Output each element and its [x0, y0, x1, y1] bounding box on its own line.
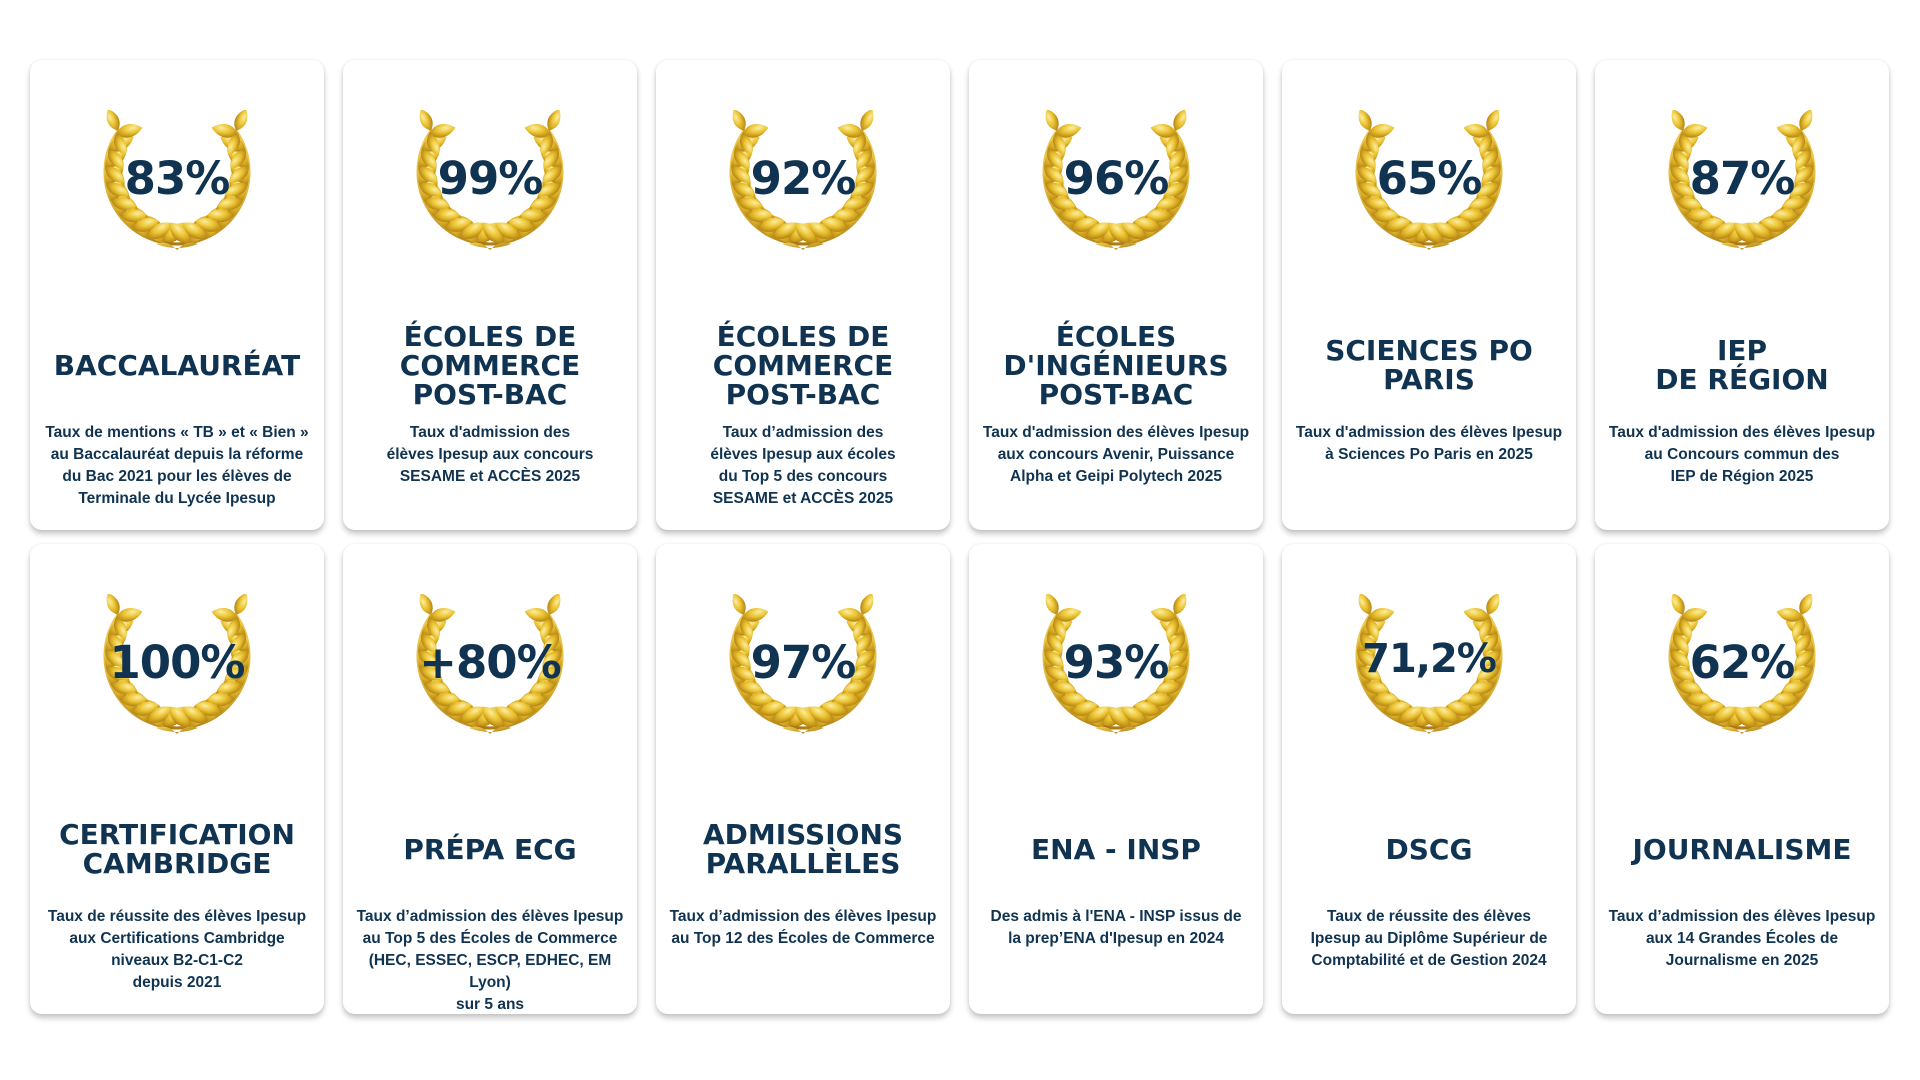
stat-title: BACCALAURÉAT	[53, 348, 301, 382]
stat-percentage: 83%	[124, 152, 231, 205]
laurel-badge: 65%	[1282, 110, 1576, 275]
stat-description: Taux d’admission des élèves Ipesup aux 1…	[1608, 908, 1876, 969]
stat-description: Taux d'admission des élèves Ipesup au Co…	[1608, 424, 1876, 485]
stat-percentage: 62%	[1689, 636, 1796, 689]
stat-card-6: 87% IEP DE RÉGION Taux d'admission des é…	[1595, 60, 1889, 530]
stat-description: Taux d'admission des élèves Ipesup aux c…	[386, 424, 594, 485]
stat-title: ENA - INSP	[1031, 832, 1201, 866]
stat-title: IEP DE RÉGION	[1655, 334, 1829, 396]
stat-description: Des admis à l'ENA - INSP issus de la pre…	[990, 908, 1242, 947]
stat-card-2: 99% ÉCOLES DE COMMERCE POST-BAC Taux d'a…	[343, 60, 637, 530]
stat-percentage: 99%	[437, 152, 544, 205]
stat-percentage: 87%	[1689, 152, 1796, 205]
stat-percentage: 92%	[750, 152, 857, 205]
laurel-badge: 99%	[343, 110, 637, 275]
stat-description: Taux de réussite des élèves Ipesup aux C…	[47, 908, 307, 991]
stat-title: ÉCOLES D'INGÉNIEURS POST-BAC	[1003, 319, 1229, 411]
stat-percentage: 100%	[109, 636, 245, 689]
stat-title: PRÉPA ECG	[403, 832, 577, 866]
stat-title: ÉCOLES DE COMMERCE POST-BAC	[712, 319, 894, 411]
laurel-badge: 87%	[1595, 110, 1889, 275]
stat-card-4: 96% ÉCOLES D'INGÉNIEURS POST-BAC Taux d'…	[969, 60, 1263, 530]
laurel-badge: +80%	[343, 594, 637, 759]
stat-card-8: +80% PRÉPA ECG Taux d’admission des élèv…	[343, 544, 637, 1014]
stat-card-9: 97% ADMISSIONS PARALLÈLES Taux d’admissi…	[656, 544, 950, 1014]
stat-card-7: 100% CERTIFICATION CAMBRIDGE Taux de réu…	[30, 544, 324, 1014]
laurel-badge: 62%	[1595, 594, 1889, 759]
stat-description: Taux d’admission des élèves Ipesup au To…	[669, 908, 937, 947]
stat-description: Taux de réussite des élèves Ipesup au Di…	[1310, 908, 1548, 969]
stat-percentage: 93%	[1063, 636, 1170, 689]
stat-percentage: 65%	[1376, 152, 1483, 205]
stat-title: SCIENCES PO PARIS	[1325, 334, 1533, 396]
laurel-badge: 100%	[30, 594, 324, 759]
stat-percentage: +80%	[419, 636, 561, 689]
stat-title: ADMISSIONS PARALLÈLES	[702, 818, 904, 880]
stat-title: CERTIFICATION CAMBRIDGE	[59, 818, 295, 880]
stat-title: ÉCOLES DE COMMERCE POST-BAC	[399, 319, 581, 411]
stat-percentage: 71,2%	[1362, 636, 1497, 682]
stat-card-5: 65% SCIENCES PO PARIS Taux d'admission d…	[1282, 60, 1576, 530]
laurel-badge: 83%	[30, 110, 324, 275]
stat-title: JOURNALISME	[1632, 832, 1852, 866]
stat-card-12: 62% JOURNALISME Taux d’admission des élè…	[1595, 544, 1889, 1014]
stat-description: Taux d’admission des élèves Ipesup aux é…	[710, 424, 896, 507]
stat-description: Taux d'admission des élèves Ipesup aux c…	[982, 424, 1250, 485]
laurel-badge: 92%	[656, 110, 950, 275]
stat-card-1: 83% BACCALAURÉAT Taux de mentions « TB »…	[30, 60, 324, 530]
stat-percentage: 97%	[750, 636, 857, 689]
stat-card-10: 93% ENA - INSP Des admis à l'ENA - INSP …	[969, 544, 1263, 1014]
stat-card-3: 92% ÉCOLES DE COMMERCE POST-BAC Taux d’a…	[656, 60, 950, 530]
stat-card-11: 71,2% DSCG Taux de réussite des élèves I…	[1282, 544, 1576, 1014]
stat-percentage: 96%	[1063, 152, 1170, 205]
laurel-badge: 93%	[969, 594, 1263, 759]
stat-description: Taux d’admission des élèves Ipesup au To…	[356, 908, 624, 1013]
stat-description: Taux d'admission des élèves Ipesup à Sci…	[1295, 424, 1563, 463]
laurel-badge: 71,2%	[1282, 594, 1576, 759]
stats-grid: 83% BACCALAURÉAT Taux de mentions « TB »…	[30, 60, 1889, 1014]
laurel-badge: 97%	[656, 594, 950, 759]
laurel-badge: 96%	[969, 110, 1263, 275]
stat-title: DSCG	[1385, 832, 1473, 866]
stat-description: Taux de mentions « TB » et « Bien » au B…	[45, 424, 309, 507]
